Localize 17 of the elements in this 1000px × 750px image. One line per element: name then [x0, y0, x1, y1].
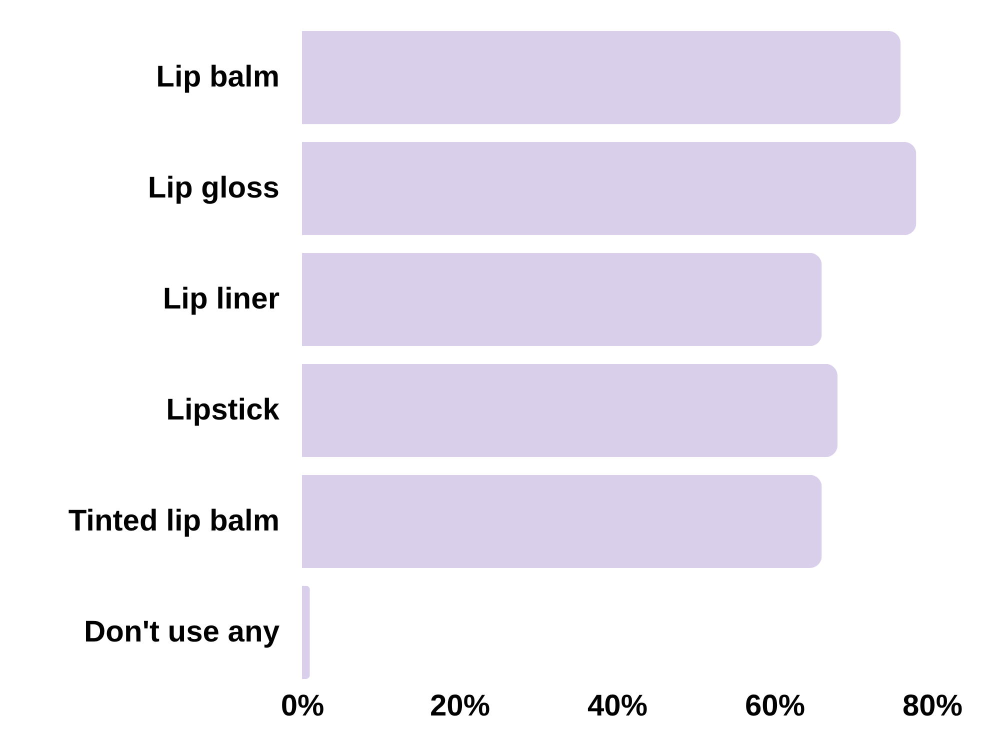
x-tick-label: 80% [902, 690, 963, 722]
x-tick-label: 60% [744, 690, 806, 722]
x-tick-label: 20% [430, 690, 490, 722]
y-tick-label: Don't use any [84, 615, 280, 648]
x-tick-label: 0% [280, 690, 324, 722]
y-tick-label: Lipstick [166, 393, 280, 426]
bar [302, 252, 822, 346]
bar [302, 142, 916, 236]
y-tick-label: Tinted lip balm [68, 504, 280, 538]
bar [302, 31, 900, 124]
y-tick-label: Lip gloss [148, 172, 280, 205]
y-tick-label: Lip balm [156, 60, 280, 94]
x-tick-label: 40% [587, 690, 648, 722]
bar [302, 474, 822, 568]
bar [302, 364, 838, 458]
y-tick-label: Lip liner [162, 282, 280, 316]
bar [302, 586, 310, 679]
